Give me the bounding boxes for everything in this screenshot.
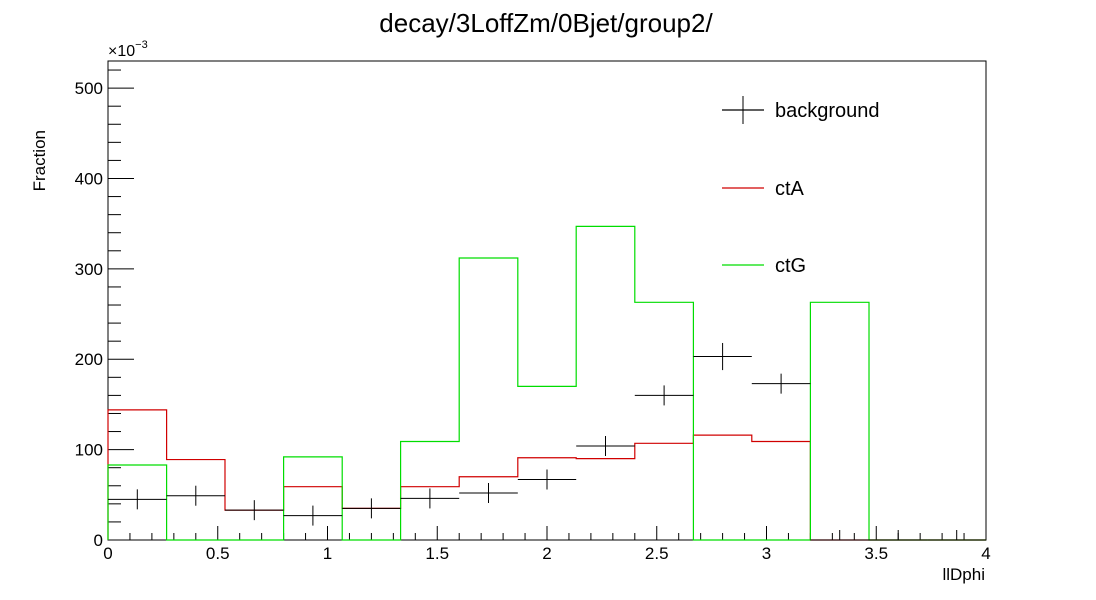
chart-title: decay/3LoffZm/0Bjet/group2/ — [379, 8, 713, 38]
series-background-point — [283, 505, 343, 526]
x-tick-label: 3.5 — [864, 544, 888, 563]
x-axis-label: llDphi — [942, 565, 985, 584]
y-tick-label: 400 — [75, 169, 103, 188]
legend-entry-background: background — [722, 96, 880, 124]
series-background-point — [576, 436, 635, 457]
series-ctG-line — [107, 225, 986, 541]
series-background-point — [342, 498, 401, 519]
legend-entry-ctG: ctG — [722, 255, 806, 277]
series-background-point — [810, 530, 870, 541]
series-background-point — [693, 342, 752, 371]
series-background-point — [927, 530, 986, 541]
series-ctA-line — [107, 409, 986, 541]
plot-frame — [107, 60, 987, 541]
y-tick-label: 200 — [75, 350, 103, 369]
y-tick-label: 100 — [75, 441, 103, 460]
series-background-point — [459, 483, 518, 504]
legend-entry-ctA: ctA — [722, 178, 805, 200]
x-tick-label: 1 — [323, 544, 332, 563]
x-tick-label: 0.5 — [206, 544, 230, 563]
x-tick-label: 3 — [762, 544, 771, 563]
x-tick-label: 2 — [542, 544, 551, 563]
y-axis-label: Fraction — [30, 130, 49, 191]
y-tick-label: 0 — [94, 531, 103, 550]
y-exponent-label: ×10−3 — [108, 39, 148, 60]
series-background-point — [751, 373, 811, 394]
series-background-point — [166, 485, 225, 506]
x-tick-label: 1.5 — [425, 544, 449, 563]
y-tick-label: 300 — [75, 260, 103, 279]
legend-label: background — [775, 100, 880, 122]
series-background-point — [108, 489, 167, 510]
legend-label: ctA — [775, 178, 805, 200]
series-background-point — [517, 469, 577, 490]
series-background-point — [869, 530, 928, 541]
legend-label: ctG — [775, 255, 806, 277]
series-background-point — [224, 500, 284, 521]
y-tick-label: 500 — [75, 79, 103, 98]
x-tick-label: 0 — [103, 544, 112, 563]
x-tick-label: 4 — [981, 544, 990, 563]
series-background-point — [400, 488, 460, 509]
series-background-point — [634, 385, 694, 406]
x-tick-label: 2.5 — [645, 544, 669, 563]
